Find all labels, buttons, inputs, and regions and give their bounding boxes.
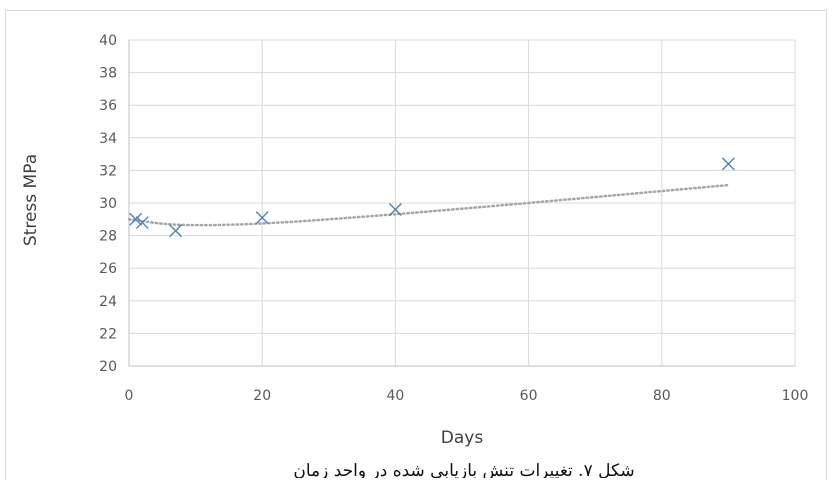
marker-stroke <box>135 216 149 230</box>
data-point <box>169 224 183 238</box>
data-point <box>255 211 269 225</box>
x-tick-label: 40 <box>386 388 404 404</box>
trendline-group <box>127 183 730 227</box>
y-tick-label: 40 <box>99 33 117 49</box>
marker-stroke <box>255 211 269 225</box>
marker-stroke <box>388 203 402 217</box>
x-tick-label: 20 <box>253 388 271 404</box>
y-tick-label: 20 <box>99 359 117 375</box>
tick-labels: 20 22 24 26 28 30 32 34 36 38 40 0 20 40 60 80 100 <box>99 33 808 404</box>
data-points <box>129 157 735 238</box>
grid-lines <box>129 39 796 366</box>
y-tick-label: 26 <box>99 261 117 277</box>
y-tick-label: 38 <box>99 66 117 82</box>
data-point <box>129 212 143 226</box>
chart-frame <box>5 10 827 480</box>
y-axis-title: Stress MPa <box>21 154 41 246</box>
data-point <box>388 203 402 217</box>
y-tick-label: 22 <box>99 326 117 342</box>
trendline <box>127 183 730 227</box>
x-tick-label: 60 <box>520 388 538 404</box>
x-tick-label: 100 <box>782 388 809 404</box>
data-point <box>135 216 149 230</box>
y-tick-label: 28 <box>99 229 117 245</box>
y-tick-label: 30 <box>99 196 117 212</box>
y-tick-label: 24 <box>99 294 117 310</box>
marker-stroke <box>721 157 735 171</box>
figure-caption: شکل ۷. تغییرات تنش بازیابی شده در واحد ز… <box>293 461 634 478</box>
y-tick-label: 32 <box>99 163 117 179</box>
axes <box>128 40 795 367</box>
y-tick-label: 36 <box>99 98 117 114</box>
x-axis-title: Days <box>441 428 484 448</box>
data-point <box>721 157 735 171</box>
y-tick-label: 34 <box>99 131 117 147</box>
x-tick-label: 0 <box>125 388 134 404</box>
marker-stroke <box>169 224 183 238</box>
x-tick-label: 80 <box>653 388 671 404</box>
marker-stroke <box>129 212 143 226</box>
